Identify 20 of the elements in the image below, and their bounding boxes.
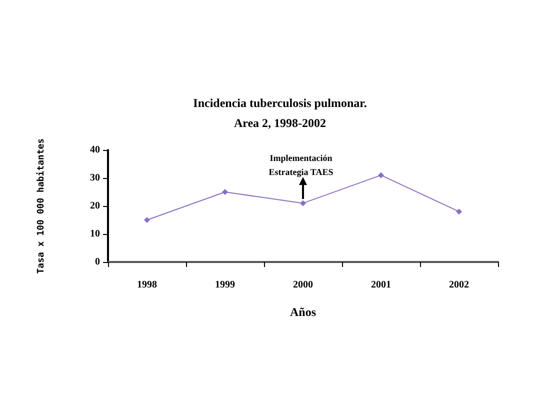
x-tick-label: 2000 [293, 280, 313, 290]
x-axis-title: Años [290, 305, 316, 319]
chart-title: Incidencia tuberculosis pulmonar. [193, 96, 367, 110]
x-tick-label: 1999 [215, 280, 235, 290]
x-tick-label: 1998 [137, 280, 157, 290]
chart-subtitle: Area 2, 1998-2002 [234, 116, 326, 130]
y-tick-label: 30 [90, 172, 100, 184]
y-tick-label: 0 [95, 256, 100, 268]
point [300, 200, 306, 206]
y-tick-label: 40 [90, 144, 100, 156]
annotation: Implementación Estrategia TAES [268, 153, 334, 178]
x-tick-label: 2001 [371, 280, 391, 290]
point [456, 208, 462, 215]
point [144, 217, 150, 223]
point [222, 189, 228, 195]
point [378, 172, 384, 178]
y-axis-title: Tasa x 100 000 habitantes [36, 138, 46, 274]
y-tick-label: 10 [90, 228, 100, 240]
y-tick-label: 20 [90, 200, 100, 212]
x-tick-label: 2002 [449, 280, 469, 290]
